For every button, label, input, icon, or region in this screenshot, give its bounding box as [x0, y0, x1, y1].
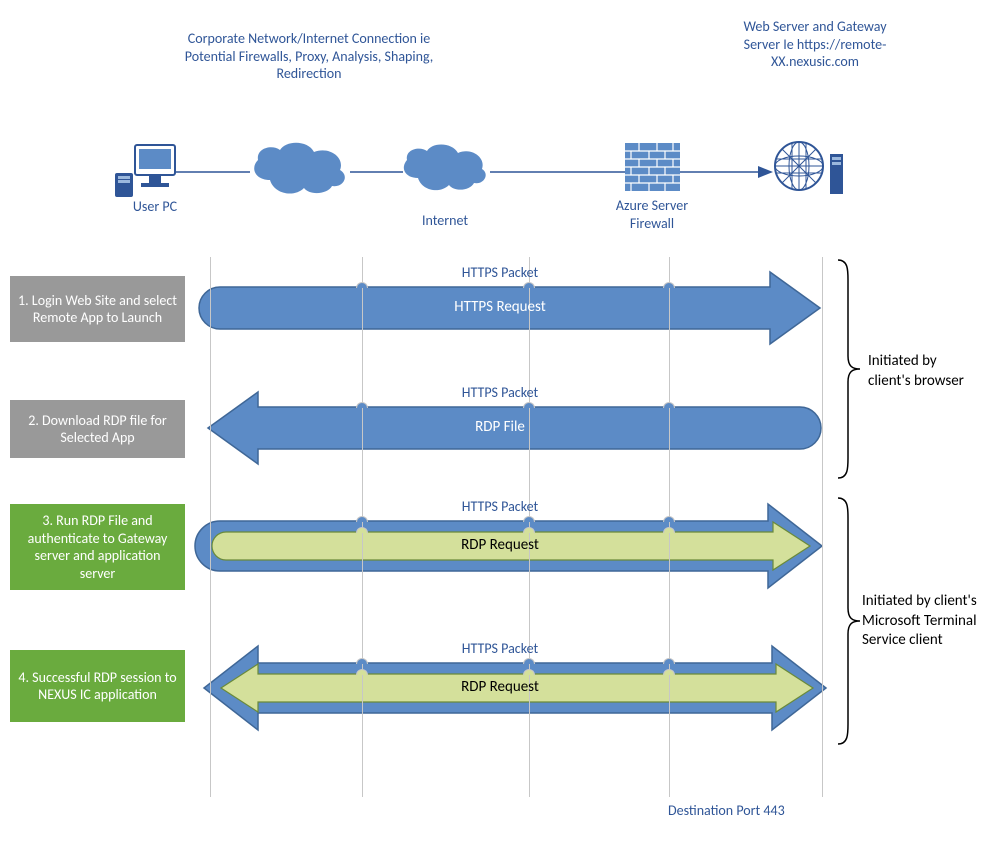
arrow4-packet-label: HTTPS Packet: [420, 640, 580, 658]
arrow1-packet-label: HTTPS Packet: [420, 264, 580, 282]
brace-2-label: Initiated by client's Microsoft Terminal…: [862, 592, 1000, 651]
gridline-5: [822, 257, 823, 797]
server-icon: [775, 142, 843, 194]
step-box-4: 4. Successful RDP session to NEXUS IC ap…: [10, 650, 185, 722]
arrow3-body-label: RDP Request: [400, 536, 600, 555]
arrow4-body-label: RDP Request: [400, 678, 600, 697]
network-diagram: Corporate Network/Internet Connection ie…: [0, 0, 1000, 850]
user-pc-icon: [115, 145, 175, 197]
arrow3-packet-label: HTTPS Packet: [420, 498, 580, 516]
userpc-label: User PC: [115, 198, 195, 216]
step-box-1: 1. Login Web Site and select Remote App …: [10, 276, 185, 342]
corpnet-cloud-icon: [254, 143, 345, 194]
arrow1-body-label: HTTPS Request: [400, 298, 600, 317]
step-box-3: 3. Run RDP File and authenticate to Gate…: [10, 504, 185, 590]
arrow2-body-label: RDP File: [400, 418, 600, 437]
internet-label: Internet: [405, 212, 485, 230]
footer-port: Destination Port 443: [668, 802, 785, 819]
arrow2-packet-label: HTTPS Packet: [420, 384, 580, 402]
firewall-icon: [625, 143, 680, 191]
brace-1-label: Initiated by client's browser: [868, 352, 998, 391]
firewall-label: Azure Server Firewall: [602, 197, 702, 232]
brace-1: [838, 260, 860, 478]
step-box-2: 2. Download RDP file for Selected App: [10, 400, 185, 458]
gridline-1: [210, 257, 211, 797]
internet-cloud-icon: [404, 144, 486, 190]
brace-2: [838, 498, 860, 744]
